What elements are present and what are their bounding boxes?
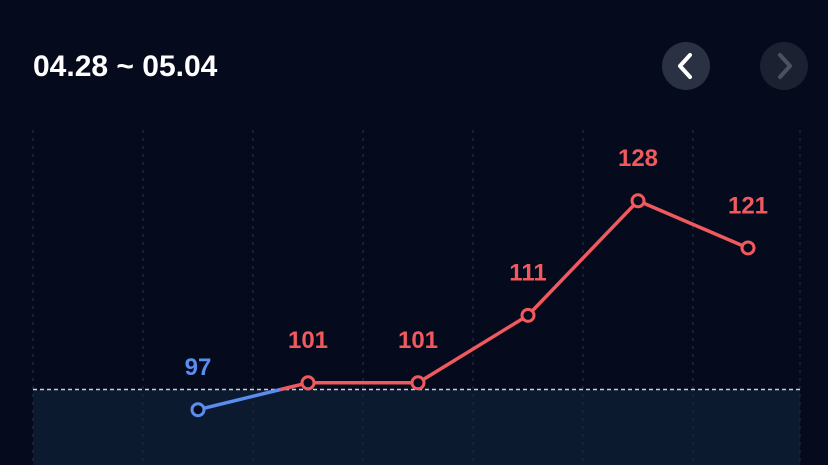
next-icon <box>778 53 792 79</box>
line-segment <box>526 199 640 317</box>
data-point <box>630 193 646 209</box>
data-label: 97 <box>185 354 212 381</box>
data-point <box>190 402 206 418</box>
data-point <box>740 240 756 256</box>
previous-button-bg <box>662 42 710 90</box>
previous-week-button[interactable] <box>662 42 710 90</box>
previous-icon <box>678 53 692 79</box>
line-segment <box>417 313 529 385</box>
data-point <box>410 375 426 391</box>
data-label: 128 <box>618 145 658 172</box>
line-segment <box>637 199 749 250</box>
line-segment <box>197 387 281 412</box>
data-point <box>300 375 316 391</box>
data-point <box>520 307 536 323</box>
date-range-title: 04.28 ~ 05.04 <box>33 50 218 83</box>
data-label: 121 <box>728 192 768 219</box>
next-week-button <box>760 42 808 90</box>
next-button-bg <box>760 42 808 90</box>
data-label: 101 <box>398 327 438 354</box>
data-label: 111 <box>509 260 546 287</box>
below-baseline-area <box>33 389 800 465</box>
data-label: 101 <box>288 327 328 354</box>
